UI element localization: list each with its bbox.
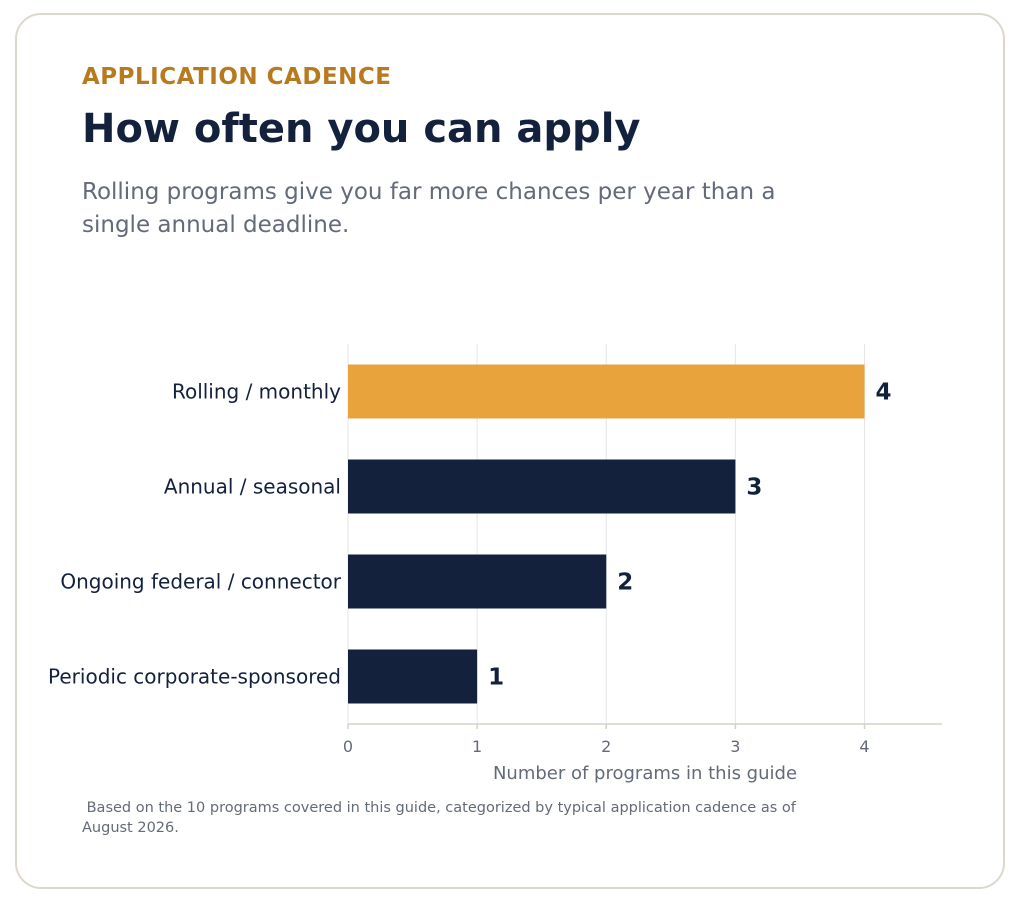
value-label: 3 [746,475,762,501]
x-axis-title: Number of programs in this guide [493,763,797,784]
category-label: Ongoing federal / connector [60,570,341,594]
category-label: Annual / seasonal [164,475,341,499]
page-title: How often you can apply [82,106,641,152]
x-tick-label: 2 [601,737,611,756]
x-tick-label: 1 [472,737,482,756]
subtitle: Rolling programs give you far more chanc… [82,179,776,238]
x-tick-label: 0 [343,737,353,756]
category-label: Rolling / monthly [172,380,341,404]
value-label: 4 [876,380,892,406]
bar [348,554,607,609]
x-tick-label: 4 [859,737,869,756]
chart-card [15,13,1005,889]
bar [348,649,478,704]
eyebrow-label: APPLICATION CADENCE [82,64,392,90]
value-label: 2 [617,570,633,596]
footnote: Based on the 10 programs covered in this… [82,800,801,836]
bar [348,459,736,514]
category-label: Periodic corporate-sponsored [48,665,341,689]
x-tick-label: 3 [730,737,740,756]
bar [348,364,865,419]
value-label: 1 [488,665,504,691]
